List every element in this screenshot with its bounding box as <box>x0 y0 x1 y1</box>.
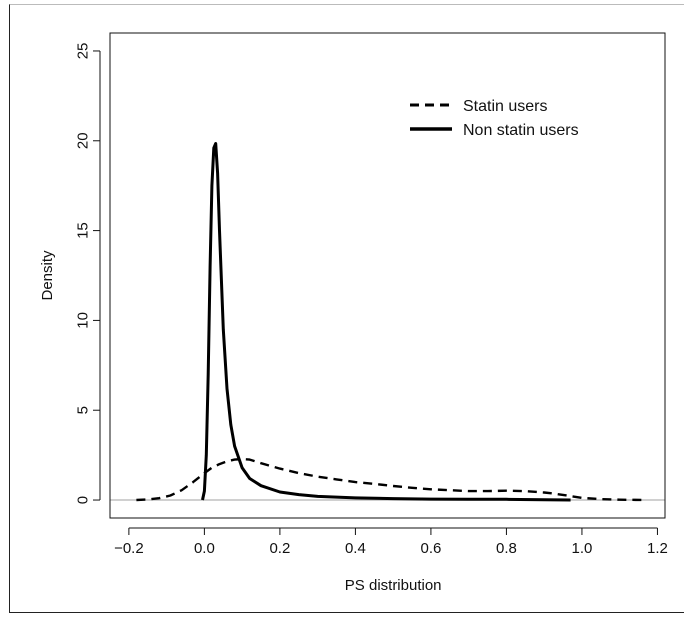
y-axis-title: Density <box>39 250 56 301</box>
x-tick-label: 0.2 <box>269 540 290 557</box>
x-tick-label: −0.2 <box>114 540 144 557</box>
x-tick-label: 0.6 <box>420 540 441 557</box>
x-tick-label: 0.0 <box>194 540 215 557</box>
y-tick-label: 15 <box>75 222 92 239</box>
y-axis: 0 5 10 15 20 25 <box>75 43 101 504</box>
x-tick-label: 0.4 <box>345 540 366 557</box>
plot-box <box>109 32 666 519</box>
x-tick-label: 1.0 <box>572 540 593 557</box>
legend-label-non-statin-users: Non statin users <box>463 122 579 139</box>
x-axis-title: PS distribution <box>345 577 442 594</box>
series-line-non-statin-users <box>201 142 571 502</box>
x-tick-label: 1.2 <box>647 540 668 557</box>
legend: Statin users Non statin users <box>410 98 579 139</box>
legend-label-statin-users: Statin users <box>463 98 547 115</box>
series-layer <box>136 142 647 502</box>
y-tick-label: 0 <box>75 496 92 504</box>
y-tick-label: 20 <box>75 132 92 149</box>
y-tick-label: 5 <box>75 406 92 414</box>
x-axis: −0.2 0.0 0.2 0.4 0.6 0.8 1.0 1.2 <box>114 527 668 557</box>
y-tick-label: 25 <box>75 43 92 60</box>
figure-frame <box>9 4 684 613</box>
series-line-statin-users <box>136 457 647 502</box>
x-tick-label: 0.8 <box>496 540 517 557</box>
y-tick-label: 10 <box>75 312 92 329</box>
